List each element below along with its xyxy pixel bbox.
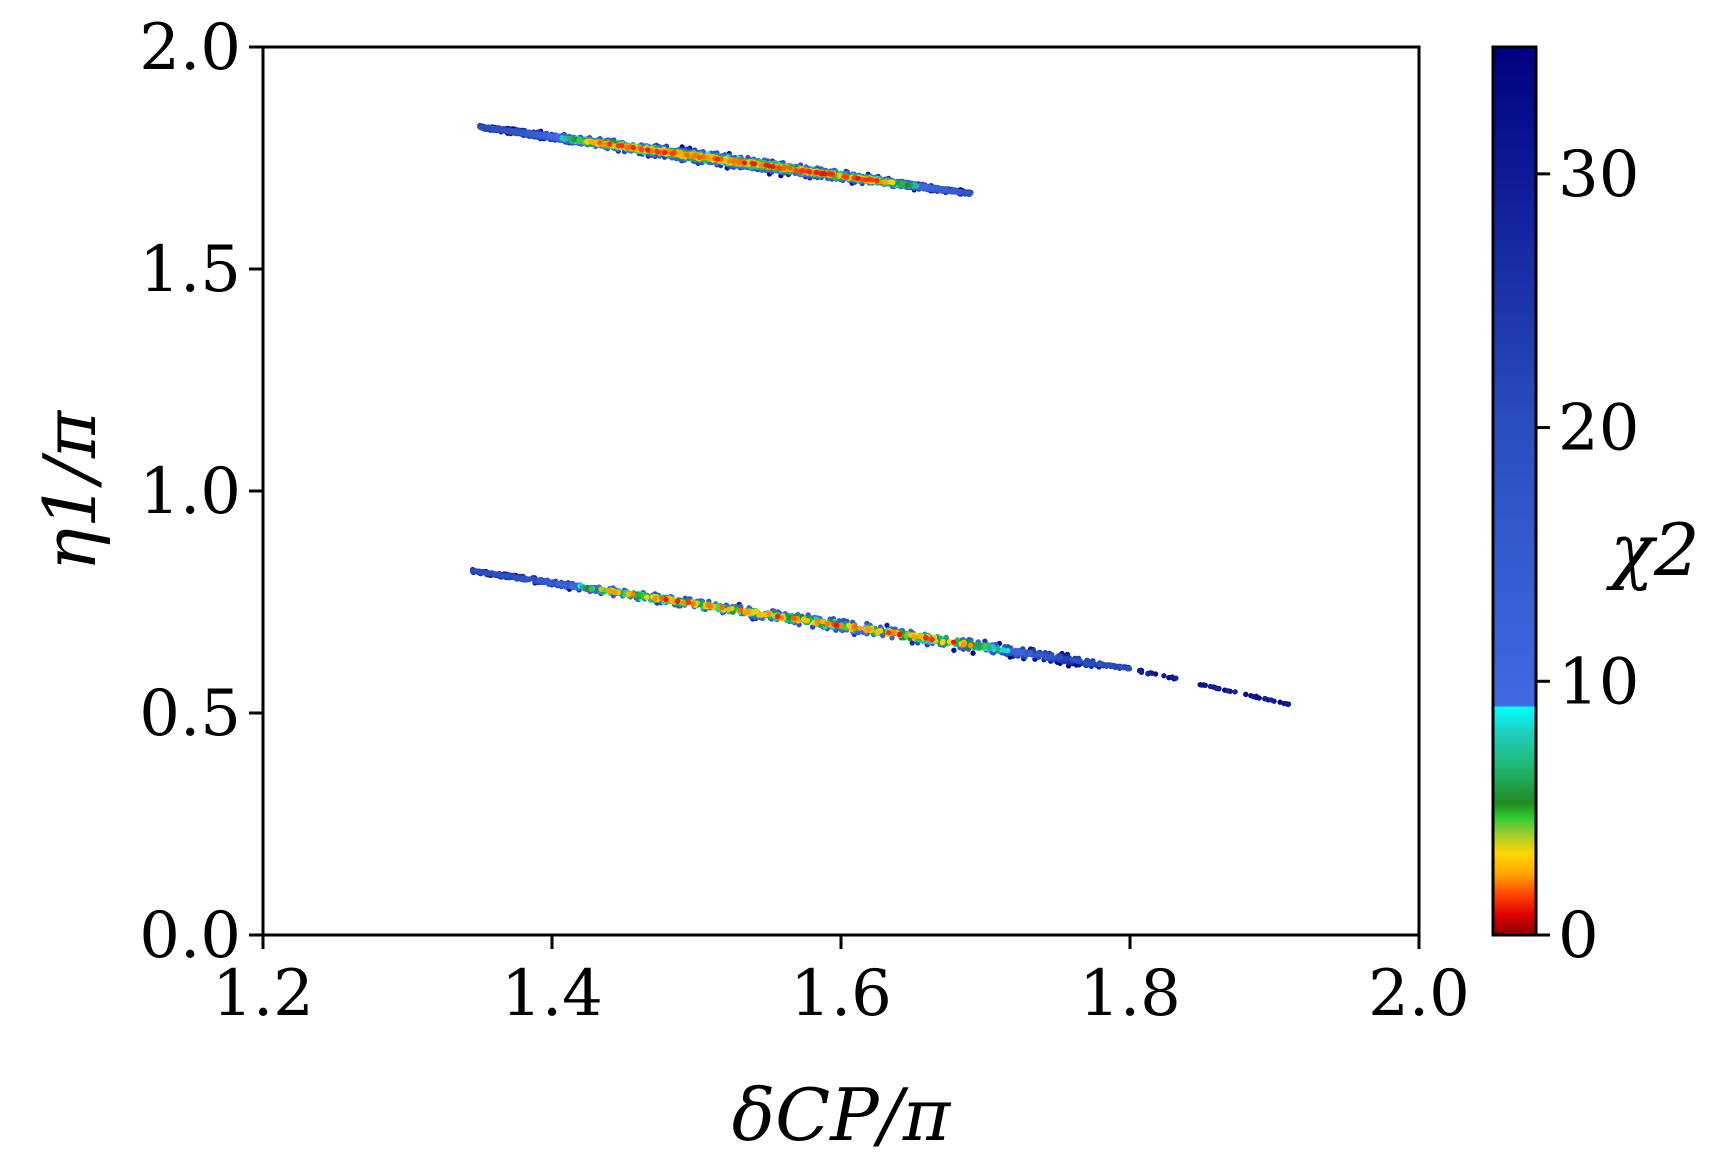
scatter-point [975, 641, 981, 647]
scatter-point [1214, 685, 1220, 692]
scatter-point [995, 647, 1001, 653]
scatter-point [899, 181, 905, 187]
scatter-point [525, 576, 531, 583]
scatter-point [1243, 691, 1249, 698]
scatter-point [1225, 688, 1231, 694]
scatter-point [489, 126, 495, 132]
scatter-point [937, 186, 943, 192]
scatter-point [576, 137, 582, 143]
scatter-point [516, 129, 523, 135]
scatter-point [1057, 654, 1063, 660]
scatter-point [890, 180, 896, 186]
scatter-point [982, 643, 988, 649]
scatter-point [559, 581, 565, 588]
scatter-point [939, 640, 946, 646]
scatter-point [1277, 699, 1283, 705]
scatter-point [1199, 682, 1205, 688]
scatter-point [530, 132, 536, 138]
scatter-point [482, 570, 488, 576]
scatter-point [504, 573, 510, 579]
scatter-point [1173, 675, 1179, 681]
scatter-point [970, 650, 976, 656]
scatter-point [1262, 695, 1268, 702]
scatter-point [904, 182, 910, 188]
scatter-point [1043, 654, 1050, 660]
scatter-point [909, 640, 915, 646]
scatter-point [1153, 671, 1159, 677]
scatter-point [1085, 660, 1091, 667]
scatter-point [1283, 701, 1290, 707]
scatter-point [571, 137, 577, 143]
scatter-point [1001, 647, 1007, 653]
scatter-point [546, 578, 552, 585]
scatter-point [1145, 670, 1151, 677]
scatter-point [1138, 669, 1145, 675]
scatter-point [1207, 683, 1214, 690]
scatter-point [598, 586, 604, 592]
scatter-point [1161, 673, 1167, 679]
scatter-point [1126, 665, 1132, 672]
scatter-point [548, 134, 554, 140]
scatter-point [1118, 664, 1124, 670]
scatter-point [644, 594, 650, 600]
scatter-point [510, 128, 516, 134]
scatter-point [492, 571, 498, 577]
scatter-point [756, 612, 762, 618]
scatter-point [513, 574, 519, 580]
scatter-point [1250, 694, 1257, 700]
scatter-point [889, 635, 895, 641]
scatter-point [563, 135, 569, 141]
scatter-point [500, 572, 506, 579]
scatter-point [522, 130, 528, 136]
scatter-point [1268, 697, 1274, 703]
scatter-point [1069, 656, 1075, 663]
scatter-point [1063, 656, 1069, 662]
scatter-point [1014, 650, 1020, 656]
scatter-point [470, 568, 476, 574]
scatter-point [1074, 658, 1080, 664]
scatter-point [503, 128, 509, 134]
scatter-point [1037, 651, 1043, 657]
scatter-point [520, 576, 526, 582]
scatter-point [538, 132, 544, 138]
scatter-point [884, 622, 890, 628]
scatter-point [951, 647, 957, 653]
scatter-point [1032, 652, 1038, 659]
scatter-point [554, 134, 560, 140]
scatter-point [478, 124, 484, 130]
scatter-point [962, 190, 969, 196]
scatter-point [810, 624, 816, 630]
scatter-point [498, 126, 504, 133]
scatter-point [874, 629, 880, 635]
scatter-point [1097, 662, 1104, 668]
scatter-points-group [470, 123, 1292, 707]
scatter-point [967, 190, 974, 197]
scatter-point [804, 618, 811, 624]
scatter-point [475, 569, 481, 575]
scatter-point [1202, 682, 1208, 688]
scatter-point [1027, 651, 1033, 658]
scatter-point [1232, 689, 1238, 695]
scatter-point [588, 586, 595, 592]
scatter-point [1107, 663, 1113, 669]
scatter-point [1047, 653, 1054, 660]
scatter-point [950, 188, 956, 194]
scatter-point [569, 583, 576, 589]
scatter-point [922, 184, 928, 190]
